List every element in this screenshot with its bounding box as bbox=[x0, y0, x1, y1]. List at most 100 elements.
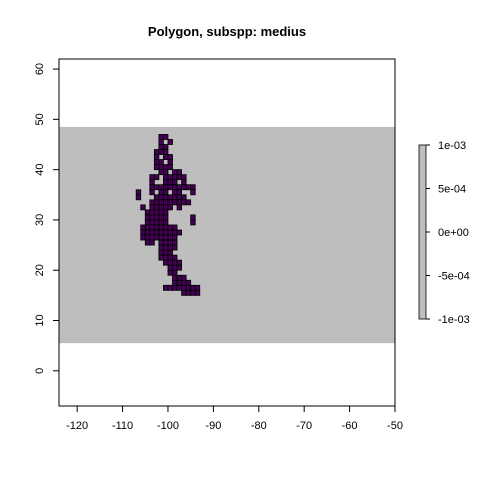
range-cell bbox=[163, 194, 169, 201]
range-cell bbox=[158, 239, 164, 246]
range-cell bbox=[167, 224, 173, 231]
range-cell bbox=[163, 169, 169, 176]
range-cell bbox=[176, 259, 182, 266]
range-cell bbox=[167, 159, 173, 166]
range-cell bbox=[163, 249, 169, 256]
range-cell bbox=[158, 219, 164, 226]
legend-tick-label: 5e-04 bbox=[438, 183, 466, 195]
range-cell bbox=[153, 234, 160, 241]
range-cell bbox=[153, 209, 160, 216]
range-cell bbox=[167, 154, 173, 160]
range-cell bbox=[190, 289, 196, 296]
legend-tick-label: 0e+00 bbox=[438, 227, 469, 239]
range-cell bbox=[172, 274, 178, 281]
range-cell bbox=[185, 284, 192, 291]
range-cell bbox=[158, 209, 164, 216]
x-tick-label: -60 bbox=[342, 420, 358, 432]
range-cell bbox=[172, 179, 178, 186]
range-cell bbox=[149, 219, 155, 226]
range-cell bbox=[149, 179, 155, 186]
range-cell bbox=[153, 199, 160, 206]
range-cell bbox=[172, 224, 178, 231]
range-cell bbox=[176, 274, 182, 281]
range-cell bbox=[163, 164, 169, 171]
range-cell bbox=[181, 199, 187, 206]
range-cell bbox=[167, 229, 173, 236]
range-cell bbox=[149, 234, 155, 241]
legend-tick-label: 1e-03 bbox=[438, 140, 466, 152]
range-cell bbox=[172, 174, 178, 181]
x-tick-label: -100 bbox=[157, 420, 179, 432]
range-cell bbox=[158, 184, 164, 191]
range-cell bbox=[167, 139, 173, 145]
x-tick-label: -50 bbox=[387, 420, 403, 432]
legend-colorbar bbox=[418, 144, 427, 320]
y-tick-label: 60 bbox=[34, 63, 46, 75]
range-cell bbox=[172, 279, 178, 286]
range-cell bbox=[185, 289, 192, 296]
range-cell bbox=[172, 169, 178, 176]
range-cell bbox=[172, 199, 178, 206]
range-cell bbox=[181, 274, 187, 281]
range-cell bbox=[167, 179, 173, 186]
range-cell bbox=[181, 284, 187, 291]
range-cell bbox=[172, 239, 178, 246]
range-cell bbox=[163, 184, 169, 191]
range-cell bbox=[158, 249, 164, 256]
range-cell bbox=[144, 234, 151, 241]
range-cell bbox=[149, 239, 155, 246]
range-cell bbox=[163, 174, 169, 181]
range-cell bbox=[158, 244, 164, 251]
range-cell bbox=[144, 224, 151, 231]
range-cell bbox=[163, 134, 169, 140]
range-cell bbox=[153, 194, 160, 201]
range-cell bbox=[158, 169, 164, 176]
range-cell bbox=[158, 224, 164, 231]
range-cell bbox=[167, 254, 173, 261]
range-cell bbox=[149, 189, 155, 196]
range-cell bbox=[176, 189, 182, 196]
range-cell bbox=[172, 194, 178, 201]
range-cell bbox=[172, 259, 178, 266]
range-cell bbox=[167, 249, 173, 256]
range-cell bbox=[190, 214, 196, 221]
range-cell bbox=[167, 264, 173, 271]
range-cell bbox=[176, 199, 182, 206]
range-cell bbox=[176, 264, 182, 271]
range-cell bbox=[158, 144, 164, 150]
range-cell bbox=[163, 224, 169, 231]
range-cell bbox=[153, 224, 160, 231]
range-cell bbox=[181, 289, 187, 296]
range-cell bbox=[172, 229, 178, 236]
range-cell bbox=[163, 239, 169, 246]
plot-frame bbox=[58, 58, 396, 407]
y-tick-label: 40 bbox=[34, 164, 46, 176]
range-cell bbox=[158, 139, 164, 145]
range-cell bbox=[167, 184, 173, 191]
range-cell bbox=[158, 159, 164, 166]
range-cell bbox=[153, 159, 160, 166]
range-cell bbox=[181, 279, 187, 286]
range-cell bbox=[163, 229, 169, 236]
range-cell bbox=[194, 284, 201, 291]
range-cell bbox=[158, 199, 164, 206]
range-cell bbox=[167, 204, 173, 211]
chart-title: Polygon, subspp: medius bbox=[148, 24, 306, 39]
range-cell bbox=[144, 219, 151, 226]
x-tick-label: -70 bbox=[296, 420, 312, 432]
range-cell bbox=[153, 214, 160, 221]
x-tick-label: -110 bbox=[112, 420, 133, 432]
range-cell bbox=[149, 214, 155, 221]
range-cell bbox=[167, 239, 173, 246]
range-cell bbox=[181, 174, 187, 181]
raster-background bbox=[59, 126, 395, 344]
range-cell bbox=[153, 219, 160, 226]
legend-tick-label: -1e-03 bbox=[438, 314, 470, 326]
range-cell bbox=[163, 149, 169, 155]
range-cell bbox=[153, 164, 160, 171]
range-cell bbox=[163, 179, 169, 186]
range-cell bbox=[185, 199, 192, 206]
range-cell bbox=[163, 214, 169, 221]
x-tick-label: -80 bbox=[251, 420, 267, 432]
